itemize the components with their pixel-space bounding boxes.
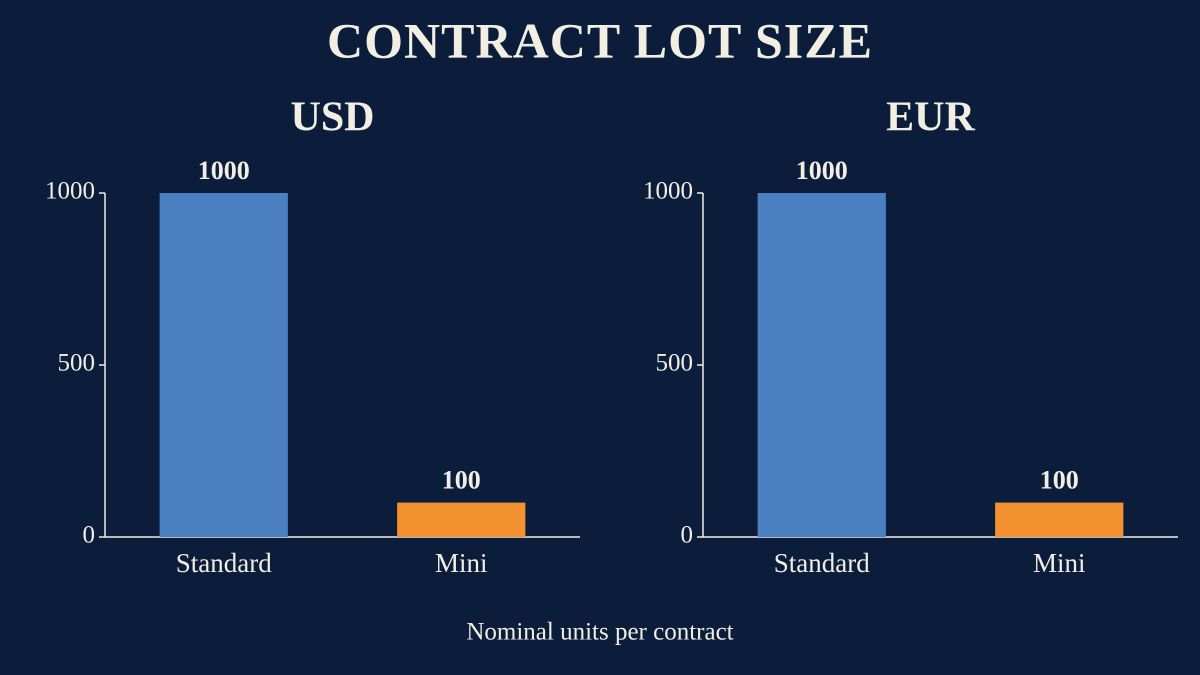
- subplot-title: EUR: [886, 95, 975, 141]
- y-tick-label: 0: [83, 522, 96, 549]
- x-axis-caption: Nominal units per contract: [466, 619, 733, 646]
- value-label: 100: [442, 466, 481, 495]
- y-tick-label: 1000: [45, 178, 95, 205]
- y-tick-label: 1000: [643, 178, 693, 205]
- x-tick-label: Standard: [774, 548, 870, 578]
- x-tick-label: Mini: [435, 548, 488, 578]
- value-label: 1000: [198, 156, 250, 185]
- x-tick-label: Standard: [176, 548, 272, 578]
- value-label: 1000: [796, 156, 848, 185]
- y-tick-label: 500: [58, 350, 96, 377]
- x-tick-label: Mini: [1033, 548, 1086, 578]
- bar: [397, 502, 526, 537]
- y-tick-label: 500: [656, 350, 694, 377]
- bar: [757, 193, 886, 537]
- y-tick-label: 0: [681, 522, 694, 549]
- bar: [995, 502, 1124, 537]
- subplot-title: USD: [290, 95, 374, 141]
- bar: [159, 193, 288, 537]
- figure-title: CONTRACT LOT SIZE: [327, 12, 873, 68]
- value-label: 100: [1040, 466, 1079, 495]
